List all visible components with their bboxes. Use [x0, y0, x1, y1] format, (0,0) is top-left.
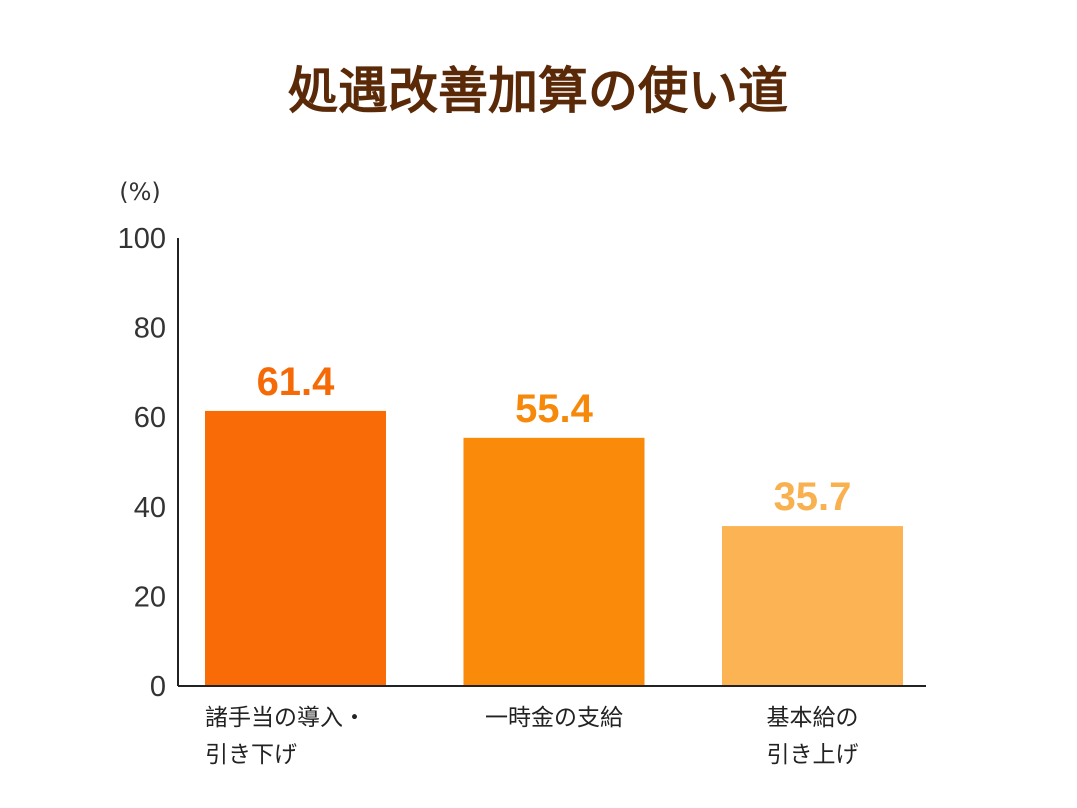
- x-tick-label: 引き下げ: [205, 742, 297, 768]
- y-tick-label: 40: [134, 492, 166, 524]
- chart-title: 処遇改善加算の使い道: [288, 62, 788, 120]
- bar: [463, 437, 645, 686]
- y-tick-label: 0: [150, 671, 166, 703]
- bar: [205, 410, 386, 686]
- y-tick-label: 100: [118, 223, 166, 255]
- x-tick-label: 一時金の支給: [485, 705, 623, 731]
- x-tick-label: 諸手当の導入・: [205, 705, 366, 731]
- x-tick-label: 引き上げ: [767, 742, 859, 768]
- y-tick-label: 80: [134, 313, 166, 345]
- y-axis-unit-label: (%): [119, 178, 161, 206]
- y-tick-label: 20: [134, 581, 166, 613]
- bar-value-label: 35.7: [774, 475, 852, 519]
- y-tick-label: 60: [134, 402, 166, 434]
- x-tick-label: 基本給の: [767, 705, 859, 731]
- bar-value-label: 61.4: [257, 360, 336, 404]
- bar: [722, 526, 903, 686]
- bar-value-label: 55.4: [515, 387, 594, 431]
